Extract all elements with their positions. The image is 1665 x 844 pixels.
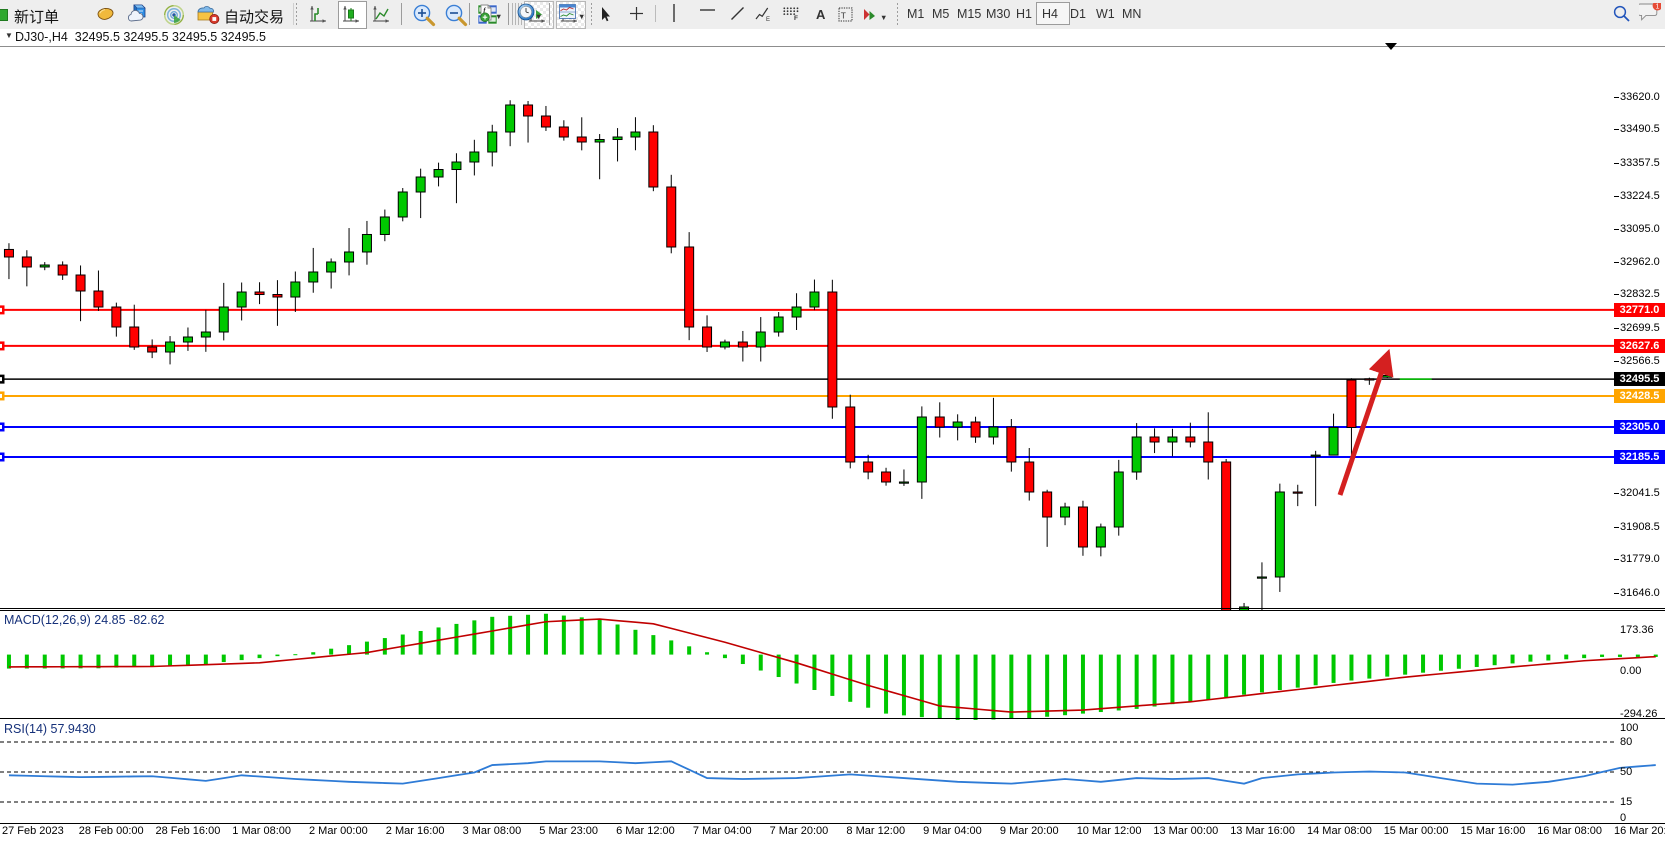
svg-text:E: E (766, 17, 770, 22)
svg-text:F: F (794, 15, 798, 20)
svg-text:1: 1 (1656, 4, 1660, 11)
svg-text:T: T (841, 10, 846, 20)
